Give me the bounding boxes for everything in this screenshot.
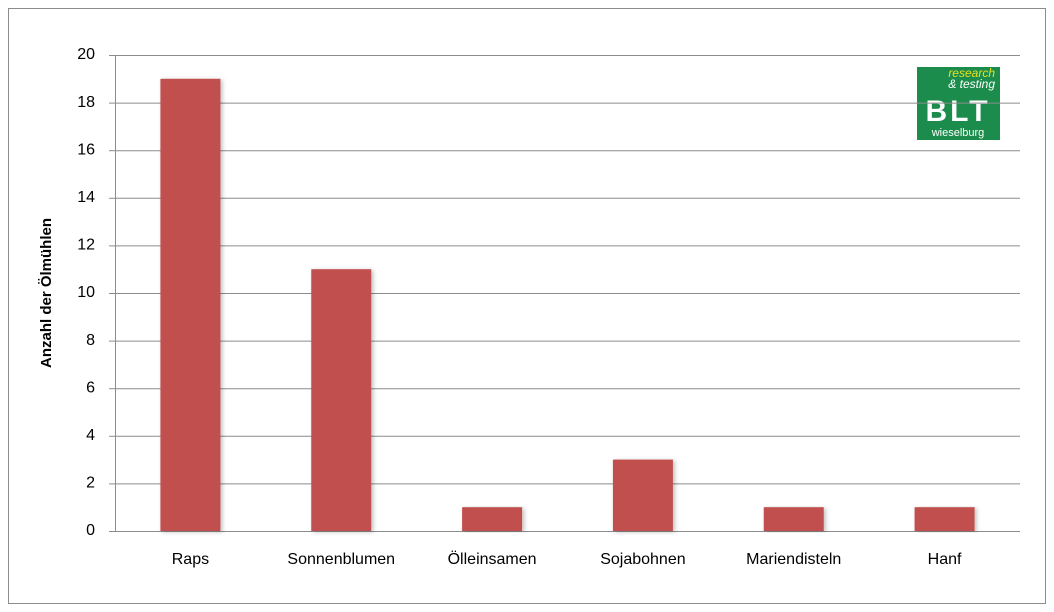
bar	[763, 507, 824, 531]
y-tick-label: 20	[77, 46, 95, 63]
bar	[160, 78, 221, 532]
y-tick-label: 2	[86, 475, 95, 492]
y-tick-label: 14	[77, 189, 95, 206]
x-tick-label: Raps	[172, 551, 209, 568]
y-tick-label: 16	[77, 141, 95, 158]
y-axis-label: Anzahl der Ölmühlen	[38, 218, 55, 368]
x-tick-label: Hanf	[928, 551, 962, 568]
bar	[612, 459, 673, 531]
bar	[914, 507, 975, 531]
bar	[311, 269, 372, 531]
x-tick-label: Sonnenblumen	[287, 551, 395, 568]
bar	[462, 507, 523, 531]
logo: research & testing BLT wieselburg	[917, 66, 1000, 140]
y-tick-label: 4	[86, 427, 95, 444]
x-tick-label: Mariendisteln	[746, 551, 841, 568]
logo-text: wieselburg	[931, 127, 985, 139]
logo-text: BLT	[925, 95, 990, 128]
x-tick-label: Sojabohnen	[600, 551, 685, 568]
y-tick-label: 10	[77, 284, 95, 301]
x-tick-label: Ölleinsamen	[448, 550, 537, 568]
y-tick-label: 0	[86, 522, 95, 539]
y-tick-label: 6	[86, 379, 95, 396]
y-tick-label: 8	[86, 332, 95, 349]
y-tick-label: 12	[77, 237, 95, 254]
y-tick-label: 18	[77, 94, 95, 111]
logo-text: & testing	[948, 77, 995, 91]
logo-text: research	[948, 66, 995, 80]
